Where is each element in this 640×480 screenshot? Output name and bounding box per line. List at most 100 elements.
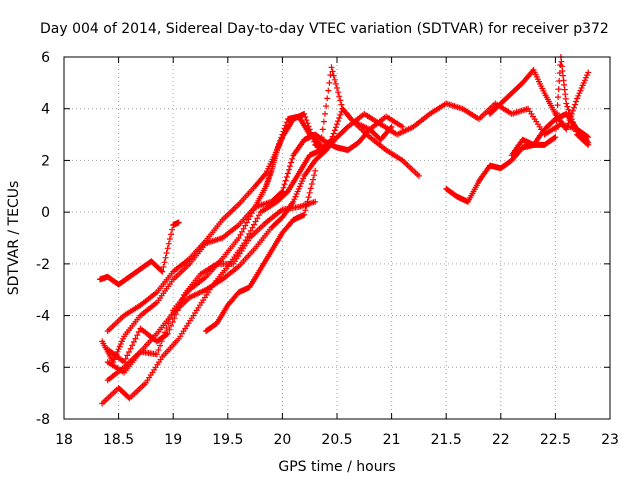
- data-point: [303, 175, 305, 177]
- data-point: [123, 366, 125, 368]
- data-point: [292, 219, 294, 221]
- data-point: [292, 154, 294, 156]
- data-point: [123, 361, 125, 363]
- data-point: [167, 333, 169, 335]
- data-point: [259, 268, 262, 270]
- y-tick-label: -6: [36, 360, 50, 376]
- data-point: [221, 237, 223, 239]
- data-point: [287, 118, 289, 120]
- data-point: [254, 206, 256, 208]
- data-point: [232, 263, 234, 265]
- data-point: [401, 126, 404, 128]
- data-point: [445, 188, 447, 190]
- data-point: [429, 113, 431, 115]
- data-point: [303, 113, 305, 115]
- data-point: [188, 258, 191, 260]
- data-point: [292, 118, 294, 120]
- data-point: [281, 232, 283, 234]
- data-point: [216, 263, 218, 265]
- data-point: [265, 172, 267, 174]
- data-point: [330, 66, 333, 68]
- y-tick-label: -2: [36, 257, 50, 273]
- data-point: [511, 159, 513, 162]
- data-point: [107, 276, 109, 278]
- data-point: [456, 196, 458, 198]
- data-point: [358, 141, 360, 143]
- data-point: [254, 185, 256, 187]
- data-point: [445, 102, 447, 105]
- data-point: [314, 201, 316, 203]
- data-point: [199, 273, 202, 275]
- data-point: [292, 201, 294, 203]
- data-point: [188, 296, 191, 299]
- series-trace-7: [203, 167, 319, 335]
- data-point: [325, 149, 327, 151]
- data-point: [238, 203, 240, 205]
- data-point: [314, 170, 316, 172]
- data-point: [576, 128, 578, 130]
- data-point: [369, 136, 371, 138]
- data-point: [309, 133, 311, 136]
- data-point: [587, 144, 589, 146]
- data-point: [281, 216, 283, 218]
- data-point: [587, 136, 589, 138]
- axis-ticks: 18 18.5 19 19.5 20 20.5 21 21.5 22 22.5 23-8-6-4-2…: [36, 50, 619, 448]
- data-point: [99, 278, 101, 280]
- data-point: [511, 113, 513, 115]
- data-point: [205, 239, 207, 242]
- x-tick-label: 23: [601, 432, 619, 448]
- data-point: [270, 250, 273, 252]
- data-point: [587, 71, 589, 74]
- data-point: [107, 330, 109, 332]
- data-point: [511, 154, 513, 156]
- chart-title: Day 004 of 2014, Sidereal Day-to-day VTE…: [40, 21, 609, 37]
- data-point: [139, 314, 142, 317]
- data-point: [298, 172, 300, 174]
- data-point: [238, 265, 240, 268]
- data-point: [205, 276, 207, 278]
- data-point: [401, 159, 404, 162]
- y-axis-label: SDTVAR / TECUs: [6, 181, 22, 296]
- data-series: [97, 54, 592, 407]
- data-point: [576, 97, 578, 99]
- data-point: [156, 291, 158, 293]
- data-point: [287, 190, 289, 193]
- data-point: [281, 208, 283, 211]
- data-point: [139, 351, 142, 353]
- x-tick-label: 22: [492, 432, 510, 448]
- data-point: [385, 149, 387, 151]
- y-tick-label: 4: [41, 102, 50, 118]
- y-tick-label: 0: [41, 205, 50, 221]
- data-point: [172, 271, 174, 273]
- data-point: [363, 113, 365, 115]
- x-axis-label: GPS time / hours: [278, 459, 395, 475]
- y-tick-label: 6: [41, 50, 50, 66]
- data-point: [107, 348, 109, 350]
- data-point: [276, 201, 278, 203]
- series-markers: [104, 100, 592, 376]
- data-point: [500, 167, 502, 169]
- data-point: [118, 387, 120, 389]
- data-point: [418, 175, 420, 177]
- y-tick-label: -8: [36, 412, 50, 428]
- y-tick-label: -4: [36, 309, 50, 325]
- data-point: [554, 118, 557, 120]
- data-point: [494, 102, 496, 105]
- data-point: [309, 154, 311, 156]
- data-point: [380, 139, 382, 141]
- data-point: [128, 276, 131, 278]
- data-point: [314, 133, 316, 136]
- data-point: [265, 221, 267, 224]
- data-point: [314, 159, 316, 162]
- series-markers: [104, 64, 406, 335]
- x-tick-label: 19.5: [212, 432, 243, 448]
- data-point: [270, 227, 273, 229]
- data-point: [303, 214, 305, 216]
- data-point: [161, 356, 163, 358]
- data-point: [391, 126, 393, 128]
- data-point: [145, 382, 147, 384]
- series-trace-3: [99, 105, 422, 407]
- data-point: [336, 136, 338, 138]
- data-point: [259, 211, 262, 213]
- data-point: [396, 133, 398, 136]
